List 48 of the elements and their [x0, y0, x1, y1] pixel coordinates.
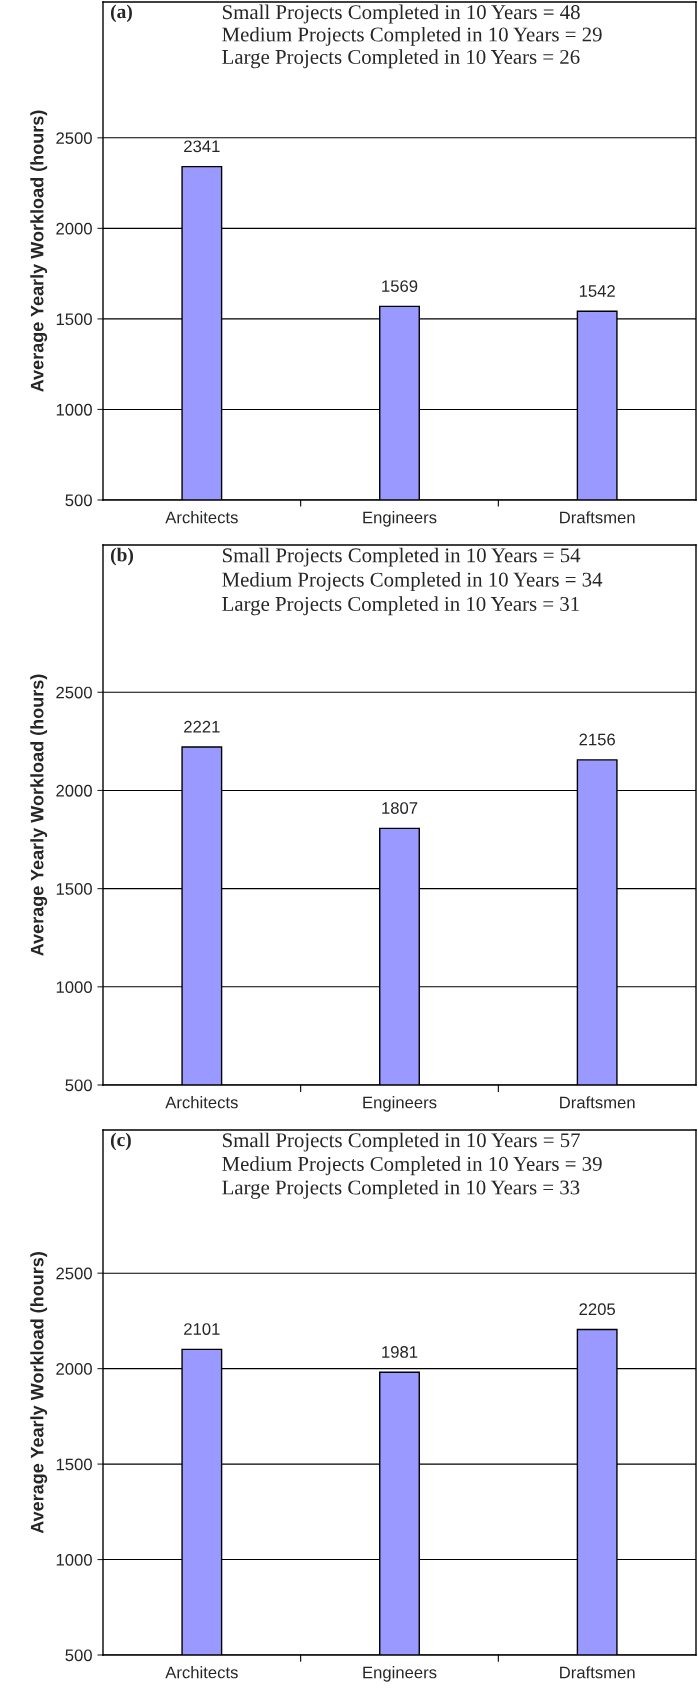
y-axis-title: Average Yearly Workload (hours) [30, 1252, 48, 1534]
chart-title: (b) [110, 547, 134, 566]
y-tick-label: 2500 [56, 132, 92, 145]
data-label: 2205 [579, 1303, 616, 1316]
x-tick-label: Draftsmen [560, 511, 635, 524]
y-tick-label: 500 [65, 494, 92, 507]
y-tick-label: 2000 [56, 222, 92, 235]
y-tick-label: 1000 [56, 981, 92, 994]
x-tick-label: Draftsmen [560, 1096, 635, 1109]
y-tick-label: 2500 [56, 686, 92, 699]
y-tick-label: 1500 [56, 313, 92, 326]
x-tick-label: Draftsmen [560, 1666, 635, 1679]
annotation: Medium Projects Completed in 10 Years = 29 [222, 26, 602, 46]
x-tick-label: Engineers [363, 511, 437, 527]
y-tick-label: 2000 [56, 1363, 92, 1375]
x-tick-label: Architects [165, 1096, 238, 1109]
y-tick-label: 1000 [56, 1553, 92, 1566]
annotation: Large Projects Completed in 10 Years = 26 [222, 49, 580, 69]
annotation: Small Projects Completed in 10 Years = 57 [222, 1132, 580, 1152]
annotation: Small Projects Completed in 10 Years = 54 [222, 547, 581, 567]
annotation: Large Projects Completed in 10 Years = 33 [222, 1179, 580, 1199]
annotation: Medium Projects Completed in 10 Years = 34 [222, 572, 603, 591]
y-tick-label: 2500 [56, 1267, 92, 1280]
y-tick-label: 1500 [56, 883, 92, 895]
data-label: 2101 [184, 1323, 220, 1335]
y-tick-label: 500 [65, 1649, 92, 1662]
data-label: 1981 [382, 1346, 418, 1358]
y-tick-label: 1500 [56, 1458, 92, 1471]
chart-title: (a) [110, 4, 132, 23]
y-tick-label: 1000 [56, 403, 92, 416]
data-label: 2156 [579, 733, 615, 746]
y-axis-title: Average Yearly Workload (hours) [30, 110, 48, 392]
data-label: 1807 [382, 802, 418, 814]
x-tick-label: Engineers [363, 1666, 437, 1682]
data-label: 1569 [382, 280, 418, 293]
x-tick-label: Architects [165, 1666, 238, 1679]
y-tick-label: 2000 [56, 784, 92, 797]
annotation: Small Projects Completed in 10 Years = 48 [222, 4, 580, 24]
data-label: 1542 [579, 285, 615, 297]
y-tick-label: 500 [65, 1079, 92, 1092]
data-label: 2221 [184, 720, 220, 733]
data-label: 2341 [184, 140, 220, 153]
chart-title: (c) [110, 1132, 131, 1151]
x-tick-label: Engineers [363, 1096, 437, 1112]
annotation: Large Projects Completed in 10 Years = 31 [222, 596, 579, 616]
annotation: Medium Projects Completed in 10 Years = 39 [222, 1156, 602, 1176]
y-axis-title: Average Yearly Workload (hours) [30, 674, 48, 956]
x-tick-label: Architects [165, 511, 238, 524]
